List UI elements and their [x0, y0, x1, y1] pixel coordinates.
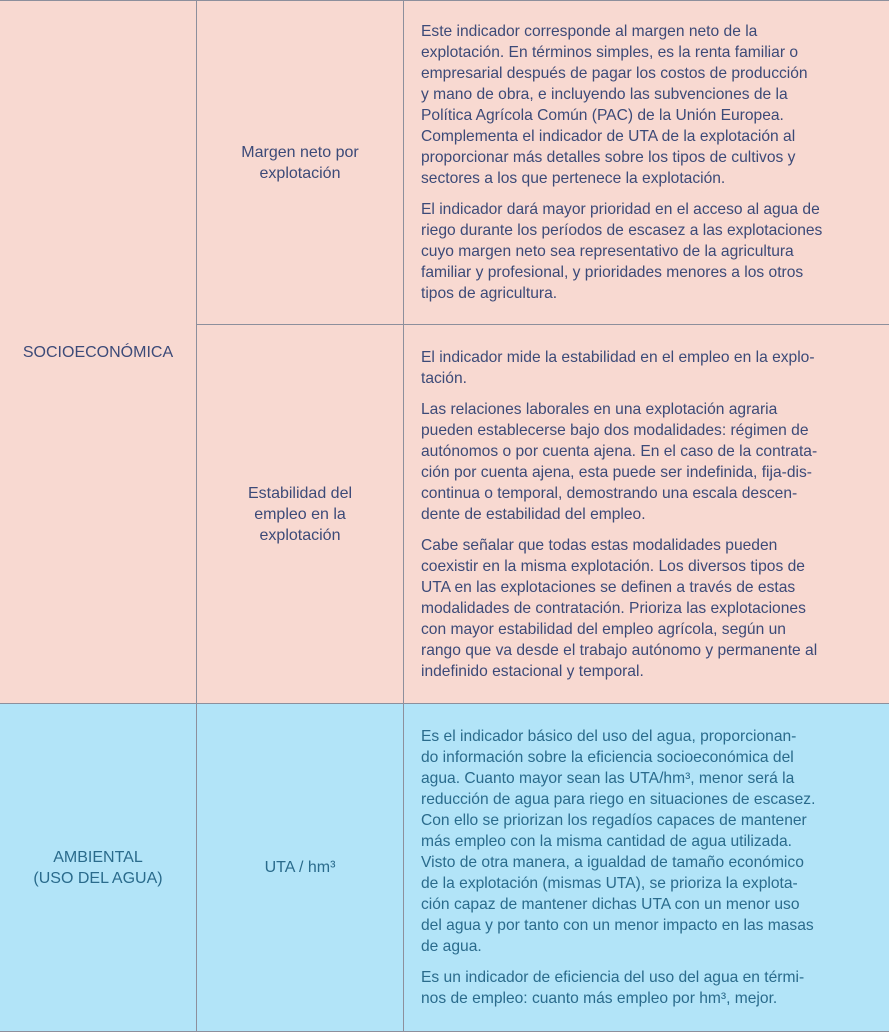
description-line: cuyo margen neto sea representativo de l… — [421, 241, 879, 262]
description-line: El indicador dará mayor prioridad en el … — [421, 199, 879, 220]
description-line: tipos de agricultura. — [421, 283, 879, 304]
description-line: coexistir en la misma explotación. Los d… — [421, 556, 879, 577]
description-line: Cabe señalar que todas estas modalidades… — [421, 535, 879, 556]
category-label: SOCIOECONÓMICA — [23, 344, 173, 361]
description-line: Las relaciones laborales en una explotac… — [421, 399, 879, 420]
description-paragraph: Este indicador corresponde al margen net… — [421, 21, 879, 189]
description-line: explotación. En términos simples, es la … — [421, 42, 879, 63]
description-line: rango que va desde el trabajo autónomo y… — [421, 640, 879, 661]
indicator-description-cell: El indicador mide la estabilidad en el e… — [404, 325, 889, 704]
description-line: pueden establecerse bajo dos modalidades… — [421, 420, 879, 441]
indicator-name-line: explotación — [197, 163, 403, 184]
description-line: agua. Cuanto mayor sean las UTA/hm³, men… — [421, 768, 879, 789]
description-paragraph: Es el indicador básico del uso del agua,… — [421, 726, 879, 957]
description-line: ción capaz de mantener dichas UTA con un… — [421, 894, 879, 915]
category-cell: AMBIENTAL (USO DEL AGUA) — [0, 704, 197, 1032]
description-line: El indicador mide la estabilidad en el e… — [421, 347, 879, 368]
description-line: Visto de otra manera, a igualdad de tama… — [421, 852, 879, 873]
description-line: tación. — [421, 368, 879, 389]
description-line: sectores a los que pertenece la explotac… — [421, 168, 879, 189]
description-paragraph: Las relaciones laborales en una explotac… — [421, 399, 879, 525]
description-line: de agua. — [421, 936, 879, 957]
indicator-name-line: empleo en la — [197, 504, 403, 525]
description-line: de la explotación (mismas UTA), se prior… — [421, 873, 879, 894]
description-line: autónomos o por cuenta ajena. En el caso… — [421, 441, 879, 462]
description-line: nos de empleo: cuanto más empleo por hm³… — [421, 988, 879, 1009]
description-line: dente de estabilidad del empleo. — [421, 504, 879, 525]
indicator-description-cell: Es el indicador básico del uso del agua,… — [404, 704, 889, 1032]
description-line: Es el indicador básico del uso del agua,… — [421, 726, 879, 747]
table-row: SOCIOECONÓMICA Margen neto por explotaci… — [0, 1, 889, 325]
description-line: Política Agrícola Común (PAC) de la Unió… — [421, 105, 879, 126]
description-line: do información sobre la eficiencia socio… — [421, 747, 879, 768]
indicator-name: UTA / hm³ — [265, 859, 336, 876]
description-line: riego durante los períodos de escasez a … — [421, 220, 879, 241]
description-line: Con ello se priorizan los regadíos capac… — [421, 810, 879, 831]
description-line: UTA en las explotaciones se definen a tr… — [421, 577, 879, 598]
table-row: AMBIENTAL (USO DEL AGUA) UTA / hm³ Es el… — [0, 704, 889, 1032]
description-line: familiar y profesional, y prioridades me… — [421, 262, 879, 283]
indicator-description-cell: Este indicador corresponde al margen net… — [404, 1, 889, 325]
indicator-name-line: explotación — [197, 525, 403, 546]
description-line: más empleo con la misma cantidad de agua… — [421, 831, 879, 852]
description-line: indefinido estacional y temporal. — [421, 661, 879, 682]
description-paragraph: Cabe señalar que todas estas modalidades… — [421, 535, 879, 682]
description-line: proporcionar más detalles sobre los tipo… — [421, 147, 879, 168]
category-label-line: (USO DEL AGUA) — [0, 868, 196, 889]
description-line: empresarial después de pagar los costos … — [421, 63, 879, 84]
description-line: Es un indicador de eficiencia del uso de… — [421, 967, 879, 988]
description-line: Complementa el indicador de UTA de la ex… — [421, 126, 879, 147]
description-line: Este indicador corresponde al margen net… — [421, 21, 879, 42]
description-line: del agua y por tanto con un menor impact… — [421, 915, 879, 936]
indicator-name-cell: Estabilidad del empleo en la explotación — [197, 325, 404, 704]
description-line: continua o temporal, demostrando una esc… — [421, 483, 879, 504]
description-line: reducción de agua para riego en situacio… — [421, 789, 879, 810]
indicator-name-line: Margen neto por — [197, 142, 403, 163]
description-line: con mayor estabilidad del empleo agrícol… — [421, 619, 879, 640]
indicator-name-line: Estabilidad del — [197, 483, 403, 504]
indicator-name-cell: UTA / hm³ — [197, 704, 404, 1032]
description-line: modalidades de contratación. Prioriza la… — [421, 598, 879, 619]
description-line: ción por cuenta ajena, esta puede ser in… — [421, 462, 879, 483]
description-line: y mano de obra, e incluyendo las subvenc… — [421, 84, 879, 105]
category-label-line: AMBIENTAL — [0, 847, 196, 868]
description-paragraph: El indicador dará mayor prioridad en el … — [421, 199, 879, 304]
category-cell: SOCIOECONÓMICA — [0, 1, 197, 704]
description-paragraph: El indicador mide la estabilidad en el e… — [421, 347, 879, 389]
description-paragraph: Es un indicador de eficiencia del uso de… — [421, 967, 879, 1009]
indicator-name-cell: Margen neto por explotación — [197, 1, 404, 325]
